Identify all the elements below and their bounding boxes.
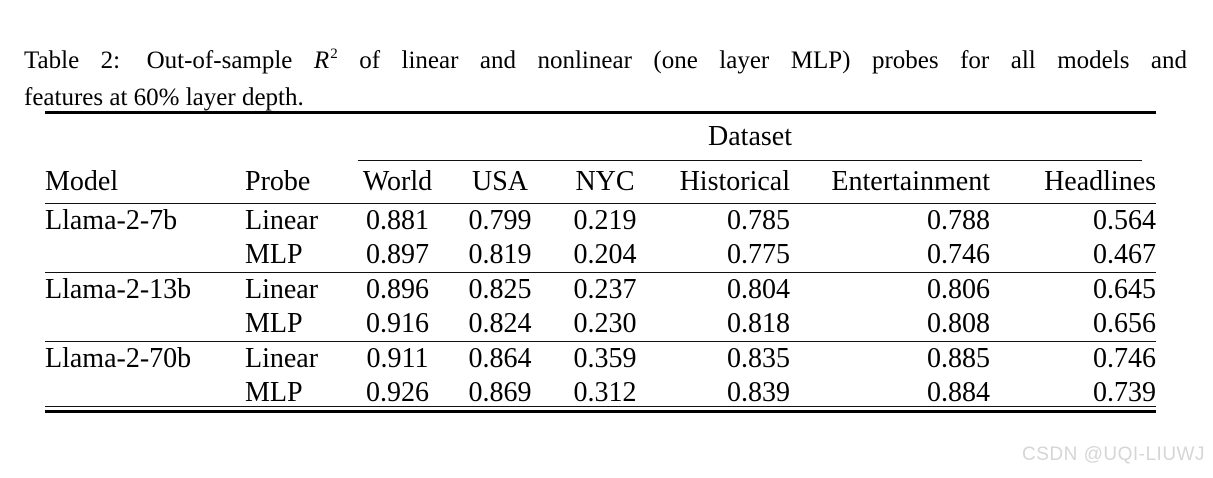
value-cell: 0.739 — [1093, 377, 1157, 408]
column-header-world: World — [350, 160, 445, 204]
value-cell: 0.746 — [990, 341, 1157, 376]
table-row: MLP 0.897 0.819 0.204 0.775 0.746 0.467 — [45, 238, 1156, 273]
column-header-entertainment: Entertainment — [790, 160, 990, 204]
value-cell: 0.359 — [555, 341, 655, 376]
model-cell: Llama-2-7b — [45, 205, 178, 236]
value-cell: 0.818 — [727, 308, 790, 339]
probe-cell: Linear — [245, 205, 319, 236]
value-cell: 0.467 — [1093, 239, 1157, 270]
value-cell: 0.835 — [655, 341, 790, 376]
value-cell: 0.806 — [790, 272, 990, 307]
dataset-header-row: Dataset — [45, 113, 1156, 161]
dataset-group-label: Dataset — [358, 114, 1143, 161]
value-cell: 0.897 — [366, 239, 429, 270]
dataset-group-header: Dataset — [350, 113, 1156, 161]
value-cell: 0.824 — [468, 308, 532, 339]
value-cell: 0.896 — [350, 272, 445, 307]
value-cell: 0.804 — [655, 272, 790, 307]
column-header-model: Model — [45, 160, 245, 204]
value-cell: 0.204 — [573, 239, 637, 270]
watermark: CSDN @UQI-LIUWJ — [1021, 444, 1205, 465]
probe-cell: Linear — [245, 272, 350, 307]
caption-line-1: Table 2: Out-of-sample R2 of linear and … — [24, 44, 1187, 81]
table-row: Llama-2-70b Linear 0.911 0.864 0.359 0.8… — [45, 341, 1157, 376]
probe-cell: MLP — [245, 308, 303, 339]
table-row: Llama-2-13b Linear 0.896 0.825 0.237 0.8… — [45, 272, 1157, 307]
value-cell: 0.884 — [927, 377, 990, 408]
value-cell: 0.916 — [366, 308, 429, 339]
value-cell: 0.230 — [573, 308, 637, 339]
caption-line-2: features at 60% layer depth. — [24, 84, 304, 111]
value-cell: 0.799 — [468, 205, 532, 236]
probe-cell: MLP — [245, 377, 303, 408]
model-cell: Llama-2-70b — [45, 341, 245, 376]
value-cell: 0.881 — [366, 205, 429, 236]
model-cell — [45, 238, 245, 273]
caption-text-pre: Out-of-sample — [146, 47, 293, 74]
column-header-headlines: Headlines — [990, 160, 1157, 204]
value-cell: 0.746 — [927, 239, 990, 270]
value-cell: 0.656 — [1093, 308, 1157, 339]
value-cell: 0.775 — [727, 239, 790, 270]
value-cell: 0.885 — [790, 341, 990, 376]
table-caption: Table 2: Out-of-sample R2 of linear and … — [24, 44, 1187, 114]
model-cell: Llama-2-13b — [45, 272, 245, 307]
model-cell — [45, 376, 245, 410]
column-header-probe: Probe — [245, 160, 350, 204]
column-header-historical: Historical — [655, 160, 790, 204]
value-cell: 0.869 — [468, 377, 532, 408]
value-cell: 0.819 — [468, 239, 532, 270]
value-cell: 0.645 — [990, 272, 1157, 307]
value-cell: 0.808 — [927, 308, 990, 339]
caption-text-rest: of linear and nonlinear (one layer MLP) … — [359, 47, 1188, 74]
value-cell: 0.911 — [350, 341, 445, 376]
value-cell: 0.864 — [445, 341, 555, 376]
caption-math-var: R — [313, 47, 330, 74]
table-row: MLP 0.916 0.824 0.230 0.818 0.808 0.656 — [45, 307, 1156, 342]
table-row: MLP 0.926 0.869 0.312 0.839 0.884 0.739 — [45, 376, 1156, 410]
column-header-row: Model Probe World USA NYC Historical Ent… — [45, 160, 1157, 204]
value-cell: 0.825 — [445, 272, 555, 307]
value-cell: 0.785 — [727, 205, 790, 236]
caption-label: Table 2: — [24, 47, 121, 74]
results-table: Dataset Model Probe World USA NYC Histor… — [45, 111, 1157, 410]
value-cell: 0.312 — [573, 377, 637, 408]
value-cell: 0.219 — [573, 205, 637, 236]
caption-math: R2 — [313, 46, 338, 74]
value-cell: 0.926 — [366, 377, 429, 408]
model-cell — [45, 307, 245, 342]
value-cell: 0.839 — [727, 377, 790, 408]
probe-cell: Linear — [245, 341, 350, 376]
value-cell: 0.237 — [555, 272, 655, 307]
value-cell: 0.788 — [927, 205, 990, 236]
table-bottom-double-rule — [45, 406, 1156, 413]
probe-cell: MLP — [245, 239, 303, 270]
caption-math-sup: 2 — [330, 46, 338, 62]
column-header-usa: USA — [445, 160, 555, 204]
dataset-header-spacer — [45, 113, 350, 161]
column-header-nyc: NYC — [555, 160, 655, 204]
value-cell: 0.564 — [1093, 205, 1157, 236]
table-row: Llama-2-7b Linear 0.881 0.799 0.219 0.78… — [45, 204, 1156, 239]
